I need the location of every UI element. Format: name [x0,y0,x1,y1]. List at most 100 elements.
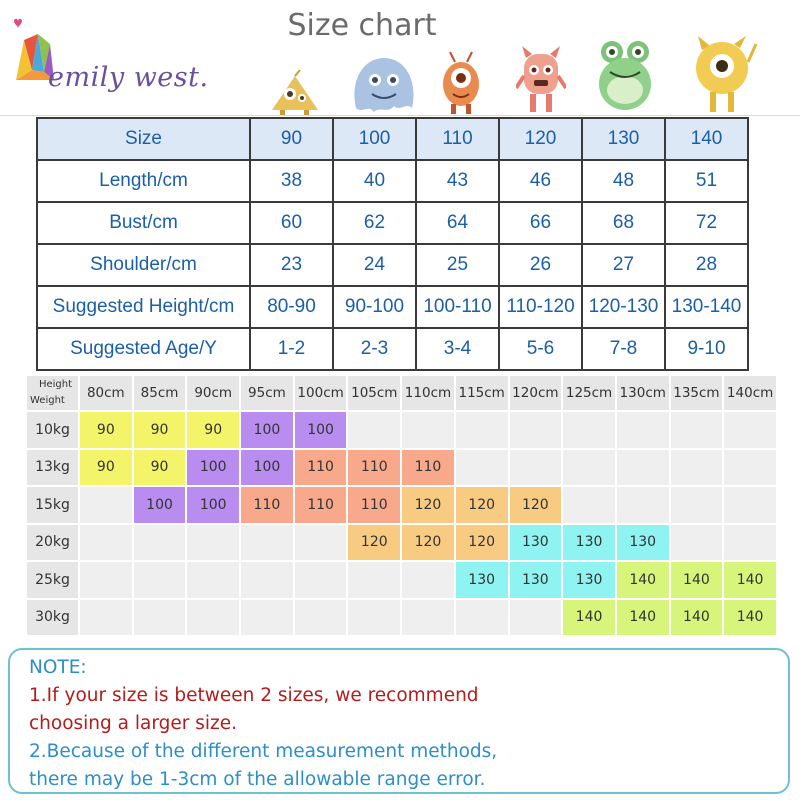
empty-cell [454,598,509,636]
size-table-header-cell: 120 [498,117,583,161]
size-table: Size 90 100 110 120 130 140 Length/cm 38… [36,117,749,371]
size-cell: 100 [240,411,294,449]
empty-cell [562,448,616,486]
table-cell: 51 [664,159,749,203]
empty-cell [723,448,777,486]
brand-name: emily west. [48,62,209,93]
table-cell: 90-100 [332,285,417,329]
size-cell: 100 [293,411,348,449]
row-label: Suggested Height/cm [36,285,251,329]
height-column-header: 95cm [240,375,294,411]
empty-cell [240,561,294,599]
size-cell: 110 [293,448,348,486]
empty-cell [669,486,724,524]
brand-logo-mark [14,18,54,80]
weight-row-header: 25kg [26,561,79,599]
corner-height-label: Height [38,379,72,390]
note-line: 2.Because of the different measurement m… [29,741,498,762]
empty-cell [79,486,133,524]
size-cell: 110 [347,486,402,524]
size-table-header-cell: 140 [664,117,749,161]
table-cell: 27 [581,243,666,287]
size-cell: 100 [186,486,241,524]
page-title: Size chart [287,8,437,43]
size-table-header-cell: 110 [415,117,500,161]
empty-cell [240,523,294,561]
size-cell: 120 [401,486,455,524]
table-cell: 43 [415,159,500,203]
height-column-header: 140cm [723,375,777,411]
empty-cell [615,486,670,524]
size-cell: 120 [454,523,509,561]
salmon-monster-icon [516,46,566,112]
size-cell: 140 [669,598,724,636]
empty-cell [132,523,187,561]
grid-corner-header: Height Weight [26,375,79,411]
size-table-row-bust: Bust/cm 60 62 64 66 68 72 [36,201,749,245]
height-column-header: 100cm [293,375,348,411]
note-line: choosing a larger size. [29,713,237,734]
size-table-header-cell: Size [36,117,251,161]
weight-row-header: 10kg [26,411,79,449]
empty-cell [79,523,133,561]
table-cell: 72 [664,201,749,245]
empty-cell [723,411,777,449]
row-label: Suggested Age/Y [36,327,251,371]
size-cell: 90 [79,448,133,486]
size-cell: 100 [132,486,187,524]
weight-row-header: 15kg [26,486,79,524]
size-cell: 130 [562,523,616,561]
table-cell: 3-4 [415,327,500,371]
empty-cell [79,561,133,599]
empty-cell [615,448,670,486]
size-cell: 130 [615,523,670,561]
size-table-header-cell: 90 [249,117,334,161]
empty-cell [79,598,133,636]
table-cell: 120-130 [581,285,666,329]
size-cell: 140 [669,561,724,599]
size-cell: 130 [508,523,563,561]
orange-monster-icon [443,51,479,114]
size-cell: 130 [508,561,563,599]
size-cell: 120 [401,523,455,561]
blue-monster-icon [354,58,414,112]
empty-cell [293,561,348,599]
header-divider [0,115,800,116]
table-cell: 80-90 [249,285,334,329]
empty-cell [401,411,455,449]
size-table-row-shoulder: Shoulder/cm 23 24 25 26 27 28 [36,243,749,287]
size-cell: 140 [615,598,670,636]
yellow-cyclops-monster-icon [696,36,758,112]
table-cell: 1-2 [249,327,334,371]
size-cell: 140 [723,561,777,599]
height-column-header: 90cm [186,375,241,411]
table-cell: 9-10 [664,327,749,371]
height-column-header: 110cm [401,375,455,411]
size-cell: 90 [186,411,241,449]
empty-cell [454,411,509,449]
height-column-header: 130cm [615,375,670,411]
empty-cell [186,523,241,561]
height-column-header: 85cm [132,375,187,411]
table-cell: 26 [498,243,583,287]
empty-cell [723,486,777,524]
row-label: Length/cm [36,159,251,203]
size-table-header-row: Size 90 100 110 120 130 140 [36,117,749,161]
table-cell: 110-120 [498,285,583,329]
size-cell: 140 [562,598,616,636]
height-column-header: 125cm [562,375,616,411]
size-cell: 130 [454,561,509,599]
size-table-header-cell: 100 [332,117,417,161]
height-column-header: 135cm [669,375,724,411]
height-column-header: 120cm [508,375,563,411]
weight-row-header: 30kg [26,598,79,636]
empty-cell [347,598,402,636]
empty-cell [132,561,187,599]
empty-cell [240,598,294,636]
empty-cell [508,411,563,449]
table-cell: 2-3 [332,327,417,371]
note-line: there may be 1-3cm of the allowable rang… [29,769,486,790]
size-cell: 140 [615,561,670,599]
empty-cell [508,598,563,636]
height-column-header: 80cm [79,375,133,411]
